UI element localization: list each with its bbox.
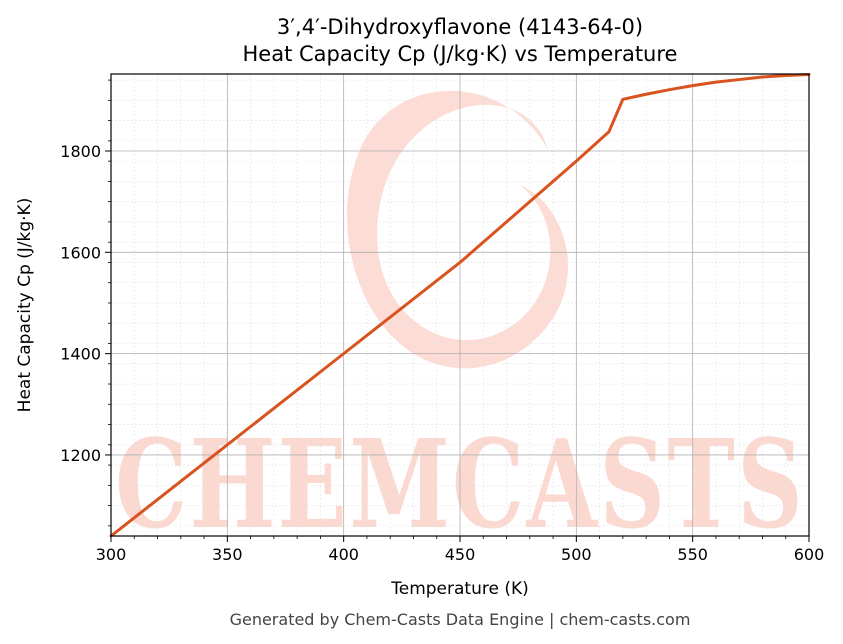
- chart-subtitle: Heat Capacity Cp (J/kg·K) vs Temperature: [243, 42, 678, 66]
- y-axis-label: Heat Capacity Cp (J/kg·K): [15, 198, 35, 413]
- heat-capacity-series-line: [109, 73, 811, 538]
- watermark-text: CHEMCASTS: [115, 412, 805, 556]
- x-tick-label: 550: [677, 545, 708, 564]
- footer-credit: Generated by Chem-Casts Data Engine | ch…: [230, 610, 691, 629]
- x-axis-ticks: 300 350 400 450 500 550 600: [96, 536, 825, 564]
- x-axis-label: Temperature (K): [390, 579, 529, 599]
- series-group: [109, 73, 811, 538]
- x-tick-label: 450: [445, 545, 476, 564]
- x-tick-label: 500: [561, 545, 592, 564]
- y-tick-label: 1600: [60, 243, 101, 262]
- x-tick-label: 300: [96, 545, 127, 564]
- y-tick-label: 1200: [60, 446, 101, 465]
- x-tick-label: 350: [212, 545, 243, 564]
- y-tick-label: 1800: [60, 142, 101, 161]
- chart-title: 3′,4′-Dihydroxyflavone (4143-64-0): [277, 15, 643, 39]
- x-tick-label: 400: [328, 545, 359, 564]
- y-tick-label: 1400: [60, 345, 101, 364]
- y-axis-ticks: 1200 1400 1600 1800: [60, 79, 111, 527]
- x-tick-label: 600: [794, 545, 825, 564]
- chemcasts-watermark-logo: CHEMCASTS: [115, 90, 805, 556]
